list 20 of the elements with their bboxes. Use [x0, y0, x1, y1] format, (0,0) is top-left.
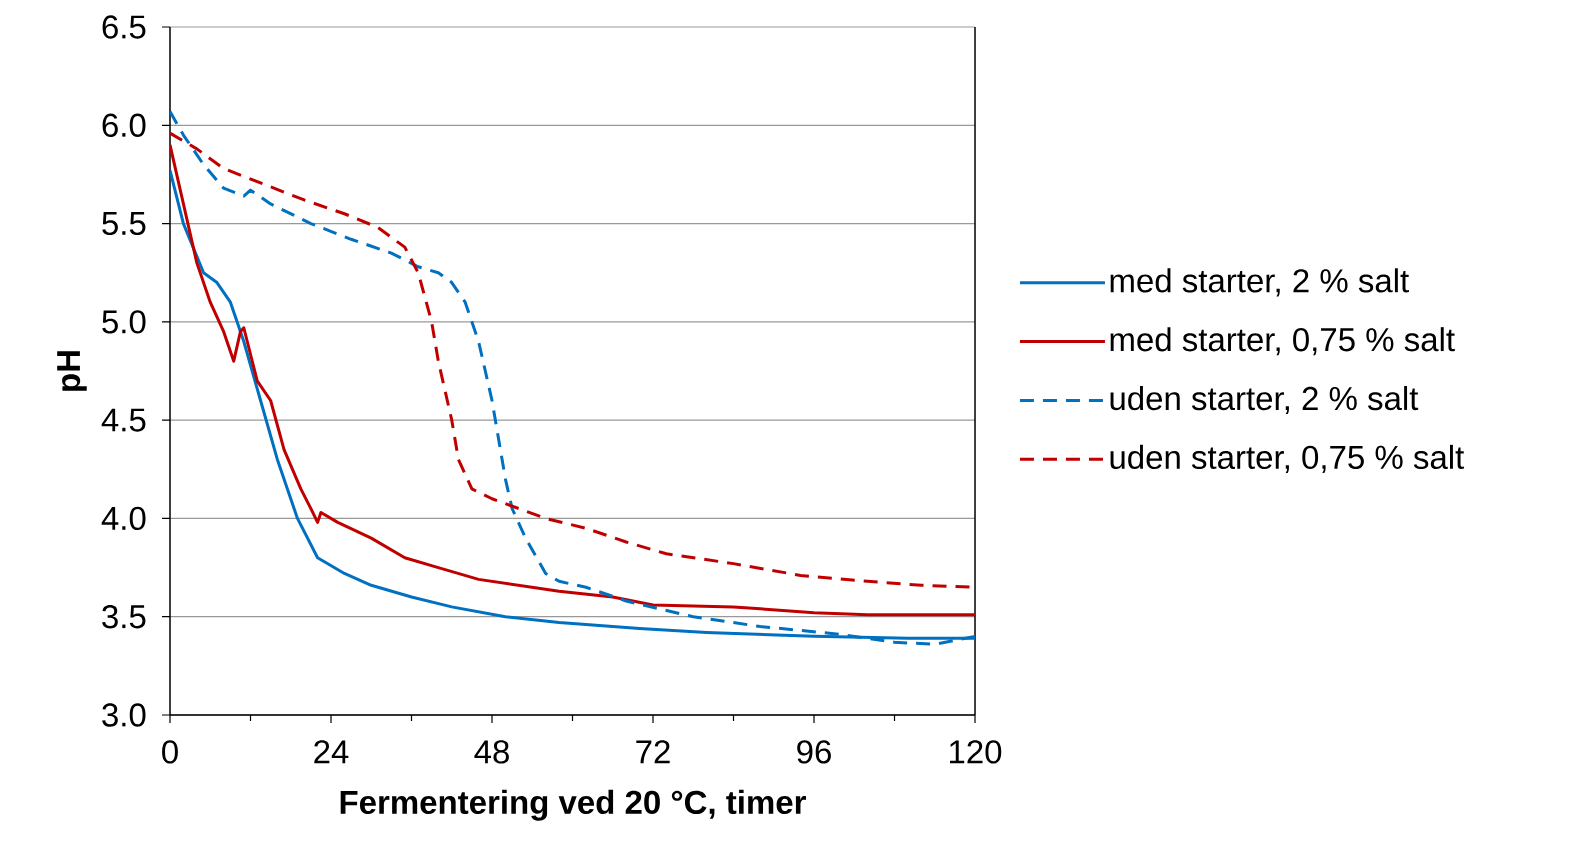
y-tick-label: 6.5 [102, 15, 146, 39]
y-axis-title: pH [57, 351, 87, 391]
x-tick-label: 120 [950, 740, 1002, 764]
x-tick-label: 96 [797, 740, 831, 764]
legend-label: uden starter, 2 % salt [1110, 386, 1419, 415]
y-tick-label: 5.0 [102, 310, 146, 334]
y-tick-label: 3.5 [102, 605, 146, 629]
y-tick-label: 3.0 [102, 703, 146, 727]
y-tick-label: 4.0 [101, 506, 146, 531]
y-tick-label: 6.0 [102, 113, 146, 137]
legend-label: uden starter, 0,75 % salt [1110, 444, 1465, 473]
legend-label: med starter, 2 % salt [1110, 268, 1409, 297]
y-tick-label: 4.5 [101, 408, 146, 432]
x-tick-label: 24 [314, 740, 349, 764]
x-tick-label: 0 [162, 740, 178, 764]
x-tick-label: 72 [636, 740, 670, 764]
x-axis-title: Fermentering ved 20 °C, timer [340, 789, 806, 821]
legend-label: med starter, 0,75 % salt [1110, 327, 1455, 356]
x-tick-label: 48 [474, 740, 509, 764]
y-tick-label: 5.5 [102, 212, 146, 236]
